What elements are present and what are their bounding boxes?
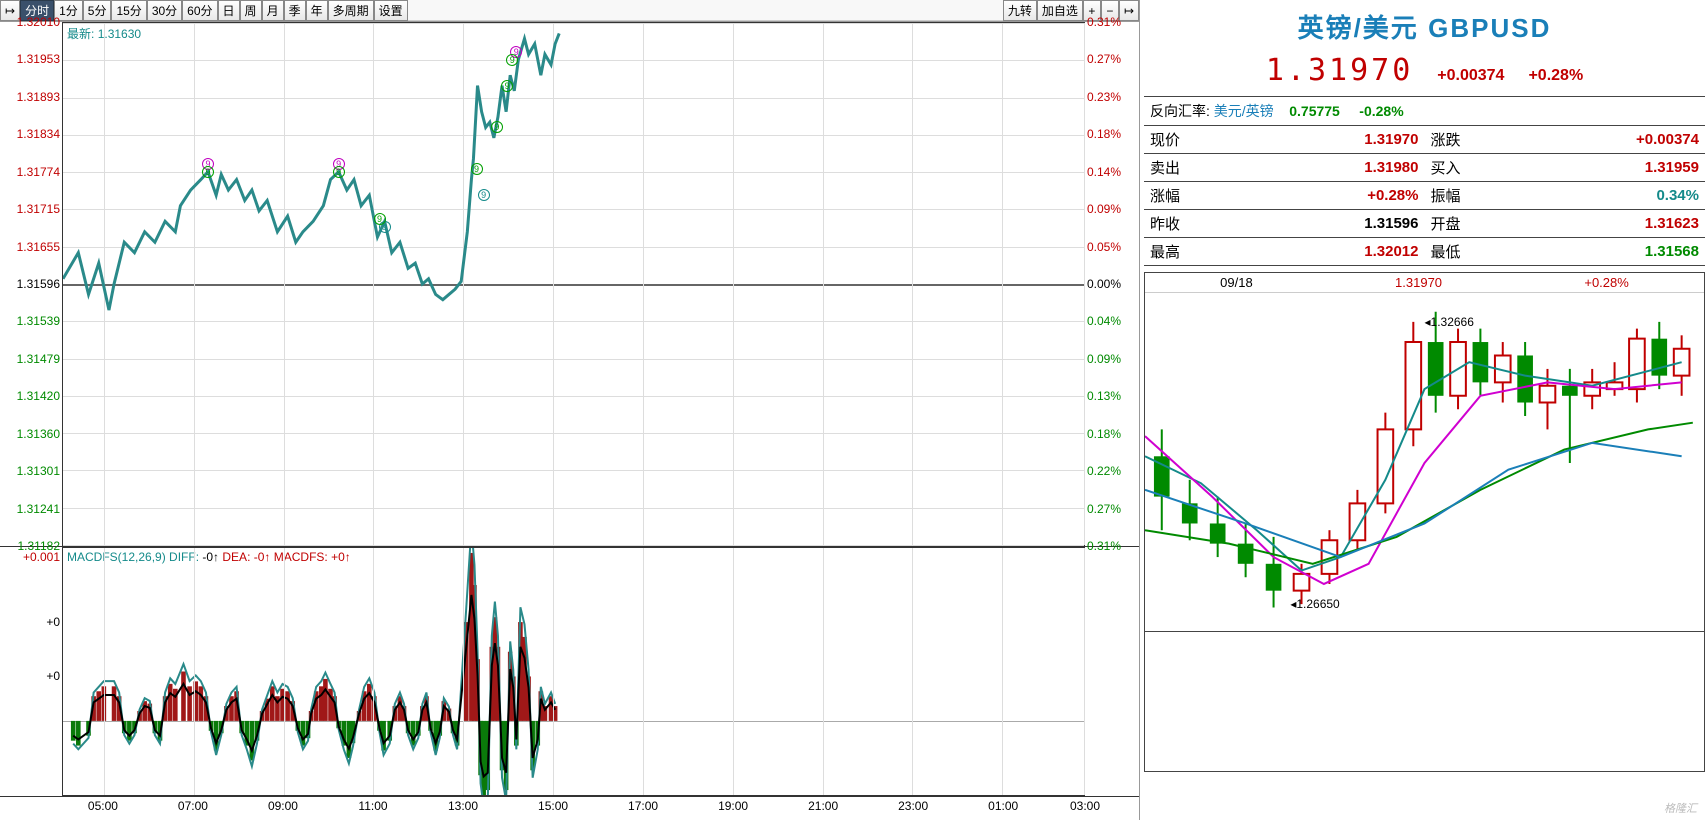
y-tick-left: 1.31596 bbox=[17, 277, 60, 291]
chart-marker-icon: 9 bbox=[501, 80, 513, 92]
period-年[interactable]: 年 bbox=[306, 0, 328, 21]
y-axis-left: 1.320101.319531.318931.318341.317741.317… bbox=[0, 22, 62, 546]
chart-marker-icon: 9 bbox=[374, 213, 386, 225]
period-5分[interactable]: 5分 bbox=[83, 0, 112, 21]
y-axis-right: 0.31%0.27%0.23%0.18%0.14%0.09%0.05%0.00%… bbox=[1085, 22, 1139, 546]
quote-table: 现价1.31970涨跌+0.00374卖出1.31980买入1.31959涨幅+… bbox=[1144, 126, 1705, 266]
y-tick-right: 0.23% bbox=[1087, 90, 1121, 104]
mini-volume-pane bbox=[1144, 632, 1705, 772]
macd-y-right bbox=[1085, 547, 1139, 796]
y-tick-right: 0.18% bbox=[1087, 127, 1121, 141]
toolbar-↦[interactable]: ↦ bbox=[1119, 0, 1139, 21]
last-price: 1.31970 bbox=[1266, 53, 1413, 88]
macd-chart[interactable]: +0.001+0+0 MACDFS(12,26,9) DIFF: -0↑ DEA… bbox=[0, 546, 1139, 796]
period-toolbar: ↦ 分时1分5分15分30分60分日周月季年多周期设置 九转加自选+−↦ bbox=[0, 0, 1139, 22]
mini-date: 09/18 bbox=[1220, 275, 1253, 290]
x-tick: 07:00 bbox=[178, 799, 208, 813]
y-tick-left: 1.31420 bbox=[17, 389, 60, 403]
mini-pct: +0.28% bbox=[1584, 275, 1628, 290]
y-tick-left: 1.31655 bbox=[17, 240, 60, 254]
y-tick-left: 1.31241 bbox=[17, 502, 60, 516]
period-月[interactable]: 月 bbox=[262, 0, 284, 21]
x-tick: 13:00 bbox=[448, 799, 478, 813]
chart-marker-icon: 9 bbox=[333, 166, 345, 178]
toolbar-加自选[interactable]: 加自选 bbox=[1037, 0, 1083, 21]
y-tick-right: 0.14% bbox=[1087, 165, 1121, 179]
chart-marker-icon: 9 bbox=[491, 121, 503, 133]
x-tick: 23:00 bbox=[898, 799, 928, 813]
table-row: 现价1.31970涨跌+0.00374 bbox=[1144, 126, 1705, 154]
y-tick-right: 0.00% bbox=[1087, 277, 1121, 291]
change-abs: +0.00374 bbox=[1437, 67, 1504, 85]
y-tick-right: 0.27% bbox=[1087, 52, 1121, 66]
y-tick-right: 0.04% bbox=[1087, 314, 1121, 328]
y-tick-right: 0.09% bbox=[1087, 352, 1121, 366]
y-tick-left: 1.31301 bbox=[17, 464, 60, 478]
chart-marker-icon: 9 bbox=[478, 189, 490, 201]
y-tick-left: 1.31715 bbox=[17, 202, 60, 216]
y-tick-right: 0.31% bbox=[1087, 15, 1121, 29]
y-tick-left: 1.31360 bbox=[17, 427, 60, 441]
period-设置[interactable]: 设置 bbox=[374, 0, 408, 21]
chart-marker-icon: 9 bbox=[202, 166, 214, 178]
inverse-pair-link[interactable]: 美元/英镑 bbox=[1214, 103, 1274, 119]
period-30分[interactable]: 30分 bbox=[147, 0, 182, 21]
table-row: 最高1.32012最低1.31568 bbox=[1144, 238, 1705, 266]
y-tick-right: 0.27% bbox=[1087, 502, 1121, 516]
x-tick: 03:00 bbox=[1070, 799, 1100, 813]
table-row: 昨收1.31596开盘1.31623 bbox=[1144, 210, 1705, 238]
daily-candle-chart[interactable]: 09/18 1.31970 +0.28% ◂1.32666 ◂1.26650 bbox=[1144, 272, 1705, 632]
period-15分[interactable]: 15分 bbox=[111, 0, 146, 21]
chart-marker-icon: 9 bbox=[506, 54, 518, 66]
chart-marker-icon: 9 bbox=[471, 163, 483, 175]
x-tick: 15:00 bbox=[538, 799, 568, 813]
y-tick-left: 1.31539 bbox=[17, 314, 60, 328]
y-tick-right: 0.22% bbox=[1087, 464, 1121, 478]
price-chart[interactable]: 1.320101.319531.318931.318341.317741.317… bbox=[0, 22, 1139, 546]
y-tick-right: 0.09% bbox=[1087, 202, 1121, 216]
y-tick-left: 1.32010 bbox=[17, 15, 60, 29]
x-tick: 17:00 bbox=[628, 799, 658, 813]
table-row: 涨幅+0.28%振幅0.34% bbox=[1144, 182, 1705, 210]
x-tick: 09:00 bbox=[268, 799, 298, 813]
quote-panel: 英镑/美元 GBPUSD 1.31970 +0.00374 +0.28% 反向汇… bbox=[1140, 0, 1705, 820]
y-tick-right: 0.18% bbox=[1087, 427, 1121, 441]
change-pct: +0.28% bbox=[1528, 67, 1583, 85]
watermark: 格隆汇 bbox=[1664, 800, 1697, 816]
x-tick: 21:00 bbox=[808, 799, 838, 813]
macd-y-left: +0.001+0+0 bbox=[0, 547, 62, 796]
y-tick-right: 0.13% bbox=[1087, 389, 1121, 403]
x-tick: 01:00 bbox=[988, 799, 1018, 813]
y-tick-left: 1.31834 bbox=[17, 127, 60, 141]
x-axis: 05:00 07:00 09:00 11:00 13:00 15:00 17:00 19:00… bbox=[0, 796, 1139, 820]
y-tick-right: 0.05% bbox=[1087, 240, 1121, 254]
x-tick: 11:00 bbox=[358, 799, 387, 813]
mini-low-label: ◂1.26650 bbox=[1290, 597, 1339, 611]
mini-high-label: ◂1.32666 bbox=[1425, 315, 1474, 329]
y-tick-left: 1.31953 bbox=[17, 52, 60, 66]
y-tick-left: 1.31774 bbox=[17, 165, 60, 179]
mini-price: 1.31970 bbox=[1395, 275, 1442, 290]
inverse-rate-row: 反向汇率: 美元/英镑 0.75775 -0.28% bbox=[1144, 97, 1705, 126]
chart-plot[interactable]: 最新: 1.31630 999999999999 bbox=[62, 22, 1085, 546]
period-日[interactable]: 日 bbox=[218, 0, 240, 21]
period-季[interactable]: 季 bbox=[284, 0, 306, 21]
table-row: 卖出1.31980买入1.31959 bbox=[1144, 154, 1705, 182]
x-tick: 19:00 bbox=[718, 799, 748, 813]
x-tick: 05:00 bbox=[88, 799, 118, 813]
y-tick-left: 1.31893 bbox=[17, 90, 60, 104]
symbol-title: 英镑/美元 GBPUSD bbox=[1144, 0, 1705, 49]
period-多周期[interactable]: 多周期 bbox=[328, 0, 374, 21]
toolbar-九转[interactable]: 九转 bbox=[1003, 0, 1037, 21]
period-周[interactable]: 周 bbox=[240, 0, 262, 21]
y-tick-left: 1.31479 bbox=[17, 352, 60, 366]
period-60分[interactable]: 60分 bbox=[182, 0, 217, 21]
